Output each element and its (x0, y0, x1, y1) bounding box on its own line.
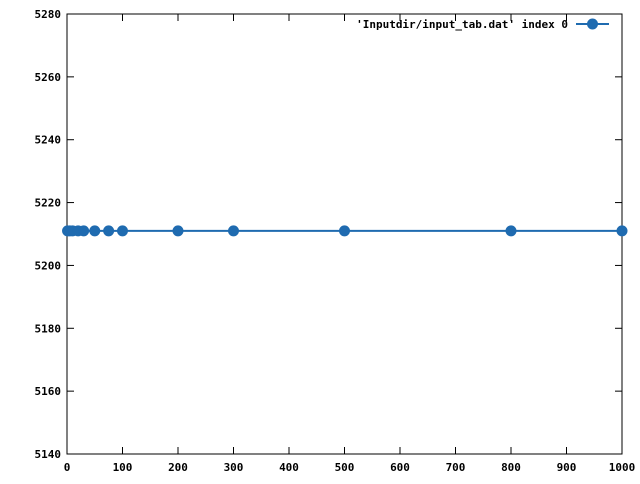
x-tick-label: 1000 (609, 461, 636, 474)
y-tick-label: 5240 (35, 134, 62, 147)
data-point (616, 225, 628, 237)
data-point (228, 225, 239, 237)
y-tick-label: 5260 (35, 71, 62, 84)
x-tick-label: 600 (390, 461, 410, 474)
y-tick-label: 5220 (35, 197, 62, 210)
y-tick-label: 5140 (35, 448, 62, 461)
data-point (89, 225, 101, 237)
x-tick-label: 100 (113, 461, 133, 474)
legend-marker-sample (587, 18, 598, 30)
data-point (117, 225, 128, 237)
x-tick-label: 400 (279, 461, 299, 474)
x-tick-label: 900 (557, 461, 577, 474)
y-tick-label: 5160 (35, 385, 62, 398)
x-tick-label: 300 (224, 461, 244, 474)
legend-label: 'Inputdir/input_tab.dat' index 0 (356, 18, 568, 31)
data-point (78, 225, 90, 237)
x-tick-label: 500 (335, 461, 355, 474)
data-point (172, 225, 184, 237)
x-tick-label: 800 (501, 461, 521, 474)
y-tick-label: 5200 (35, 259, 62, 272)
data-point (103, 225, 115, 237)
x-tick-label: 700 (446, 461, 466, 474)
x-tick-label: 200 (168, 461, 188, 474)
x-tick-label: 0 (64, 461, 71, 474)
data-point (505, 225, 517, 237)
data-point (339, 225, 350, 237)
y-tick-label: 5280 (35, 8, 62, 21)
y-tick-label: 5180 (35, 322, 62, 335)
